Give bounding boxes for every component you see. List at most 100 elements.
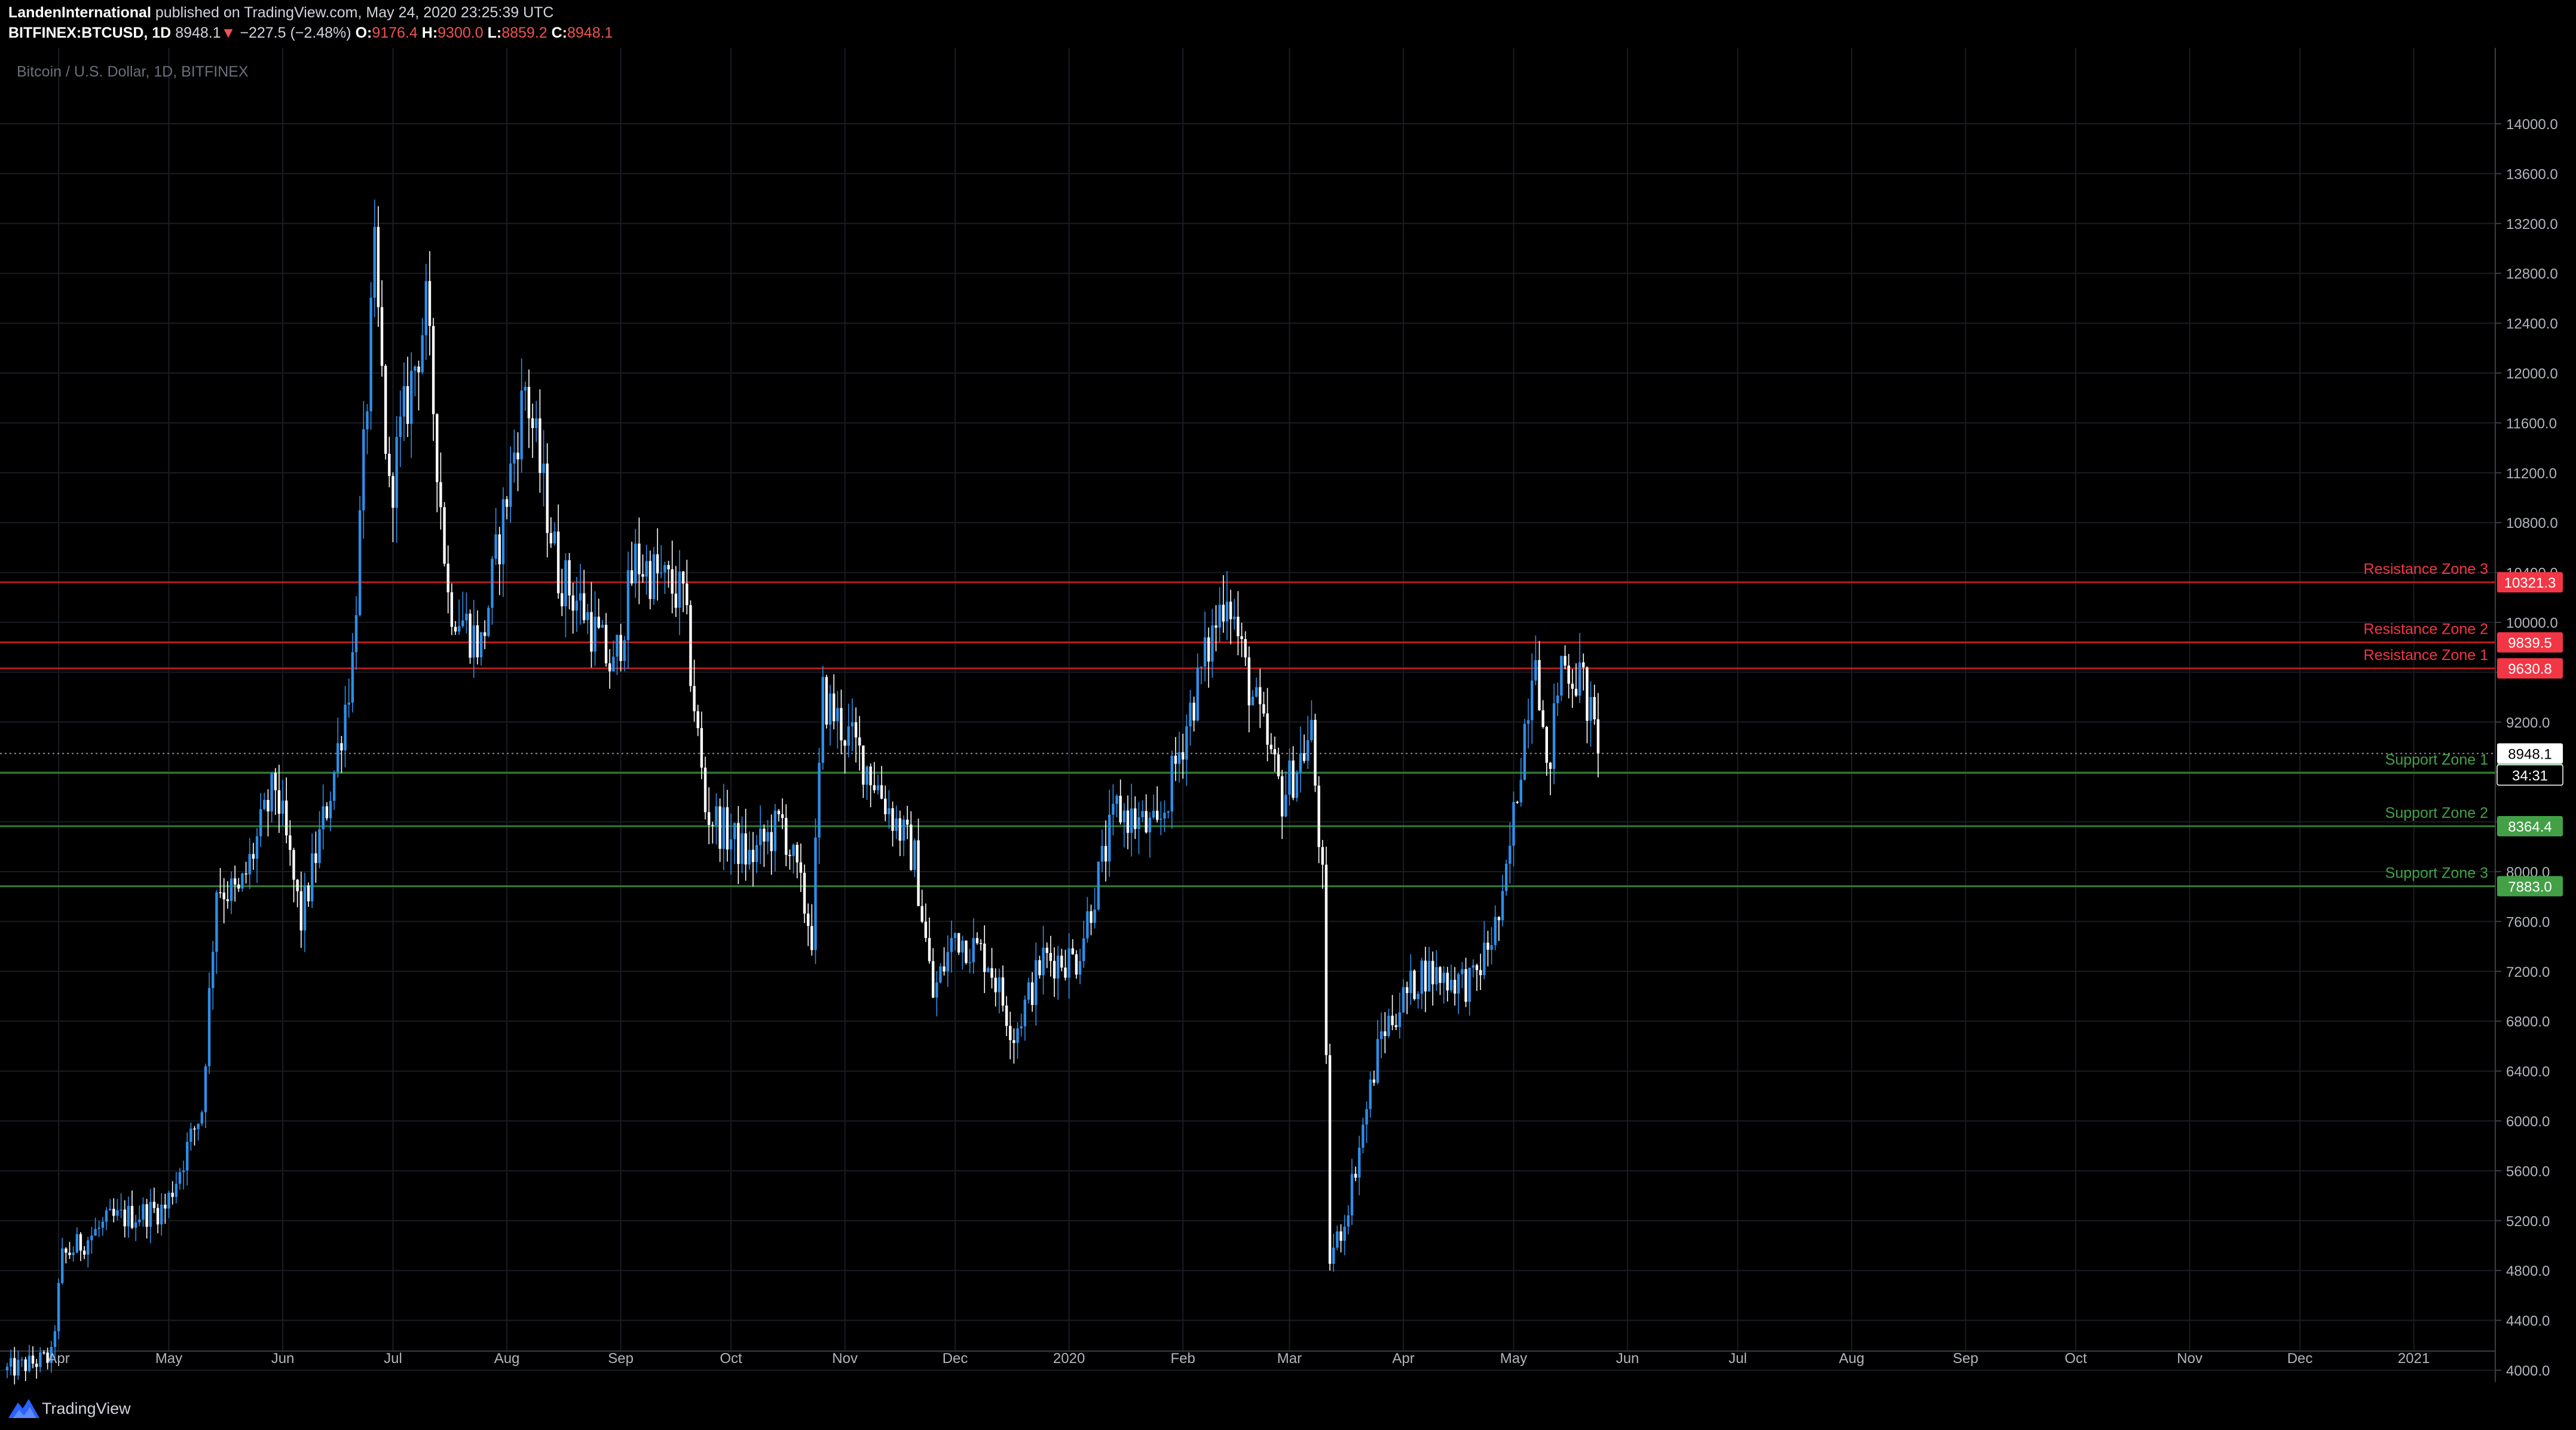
candle-body[interactable] [888, 808, 891, 814]
candle-body[interactable] [424, 281, 428, 335]
candle-body[interactable] [542, 463, 545, 473]
candle-body[interactable] [75, 1234, 79, 1253]
candle-body[interactable] [193, 1128, 196, 1130]
candle-body[interactable] [314, 853, 317, 863]
candle-body[interactable] [968, 962, 971, 964]
candle-body[interactable] [1391, 1015, 1394, 1025]
candle-body[interactable] [696, 711, 699, 728]
candle-body[interactable] [432, 326, 435, 414]
candle-body[interactable] [693, 686, 696, 711]
candle-body[interactable] [524, 387, 527, 391]
candle-body[interactable] [1531, 680, 1534, 720]
candle-body[interactable] [1100, 846, 1104, 862]
candle-body[interactable] [248, 854, 251, 875]
candle-body[interactable] [270, 772, 273, 812]
candle-body[interactable] [561, 593, 564, 607]
candle-body[interactable] [891, 808, 894, 831]
candle-body[interactable] [1405, 987, 1409, 994]
candle-body[interactable] [1155, 811, 1159, 820]
candle-body[interactable] [436, 414, 439, 482]
candle-body[interactable] [862, 745, 865, 785]
candle-body[interactable] [1372, 1079, 1376, 1083]
candle-body[interactable] [439, 482, 442, 508]
candle-body[interactable] [814, 837, 817, 951]
candle-body[interactable] [105, 1210, 108, 1222]
candle-body[interactable] [1108, 814, 1111, 862]
candle-body[interactable] [399, 416, 402, 437]
candle-body[interactable] [700, 728, 703, 768]
candle-body[interactable] [24, 1359, 27, 1371]
candle-body[interactable] [472, 625, 475, 658]
candle-body[interactable] [689, 605, 692, 686]
candle-body[interactable] [1200, 667, 1203, 668]
candle-body[interactable] [1516, 802, 1519, 803]
candle-body[interactable] [97, 1227, 100, 1229]
candle-body[interactable] [1519, 780, 1522, 803]
candle-body[interactable] [72, 1252, 75, 1255]
candle-body[interactable] [785, 818, 788, 855]
candle-body[interactable] [1347, 1215, 1350, 1227]
candle-body[interactable] [171, 1193, 174, 1197]
candle-body[interactable] [681, 572, 685, 584]
candle-body[interactable] [1060, 955, 1063, 968]
candle-body[interactable] [1090, 911, 1093, 923]
candle-body[interactable] [50, 1347, 53, 1363]
candle-body[interactable] [902, 820, 905, 841]
candle-body[interactable] [961, 940, 964, 953]
candle-body[interactable] [979, 943, 983, 945]
candle-body[interactable] [1475, 965, 1479, 970]
candle-body[interactable] [101, 1221, 105, 1228]
candle-body[interactable] [737, 823, 740, 864]
candle-body[interactable] [277, 790, 281, 814]
candle-body[interactable] [461, 620, 464, 627]
candle-body[interactable] [1134, 808, 1137, 829]
candle-body[interactable] [1596, 719, 1600, 754]
candle-body[interactable] [1339, 1231, 1342, 1241]
candle-body[interactable] [68, 1252, 71, 1255]
candle-body[interactable] [1586, 667, 1589, 721]
candle-body[interactable] [1112, 803, 1115, 815]
candle-body[interactable] [123, 1209, 126, 1227]
candle-body[interactable] [575, 600, 579, 611]
candle-body[interactable] [953, 933, 957, 938]
candlestick-chart[interactable]: Resistance Zone 3 Resistance Zone 2 Resist… [0, 48, 2576, 1387]
candle-body[interactable] [1427, 961, 1431, 992]
candle-body[interactable] [1266, 713, 1269, 745]
candle-body[interactable] [1262, 704, 1265, 714]
candle-body[interactable] [1016, 1028, 1019, 1043]
candle-body[interactable] [910, 824, 913, 870]
candle-body[interactable] [501, 499, 505, 564]
candle-body[interactable] [1398, 1012, 1402, 1028]
candle-body[interactable] [579, 593, 582, 601]
candle-body[interactable] [134, 1222, 137, 1228]
candle-body[interactable] [281, 800, 284, 814]
candle-body[interactable] [138, 1220, 141, 1223]
candle-body[interactable] [233, 878, 237, 885]
candle-body[interactable] [303, 885, 307, 931]
candle-body[interactable] [1321, 847, 1324, 865]
candle-body[interactable] [975, 938, 979, 943]
candle-body[interactable] [483, 632, 487, 636]
candle-body[interactable] [604, 625, 608, 664]
candle-body[interactable] [1152, 811, 1155, 818]
candle-body[interactable] [1501, 891, 1504, 921]
candle-body[interactable] [13, 1358, 16, 1376]
candle-body[interactable] [421, 335, 424, 372]
candle-body[interactable] [120, 1209, 123, 1211]
candle-body[interactable] [1130, 808, 1133, 833]
candle-body[interactable] [516, 453, 519, 460]
candle-body[interactable] [391, 476, 394, 508]
candle-body[interactable] [57, 1283, 60, 1331]
candle-body[interactable] [1379, 1031, 1383, 1039]
candle-body[interactable] [1126, 810, 1130, 833]
candle-body[interactable] [549, 533, 553, 543]
candle-body[interactable] [1185, 726, 1188, 760]
candle-body[interactable] [164, 1205, 167, 1209]
candle-body[interactable] [556, 531, 560, 594]
candle-body[interactable] [1564, 656, 1567, 666]
candle-body[interactable] [200, 1112, 204, 1124]
candle-body[interactable] [1369, 1079, 1372, 1110]
candle-body[interactable] [1240, 636, 1243, 640]
candle-body[interactable] [1078, 961, 1082, 975]
candle-body[interactable] [230, 878, 233, 902]
